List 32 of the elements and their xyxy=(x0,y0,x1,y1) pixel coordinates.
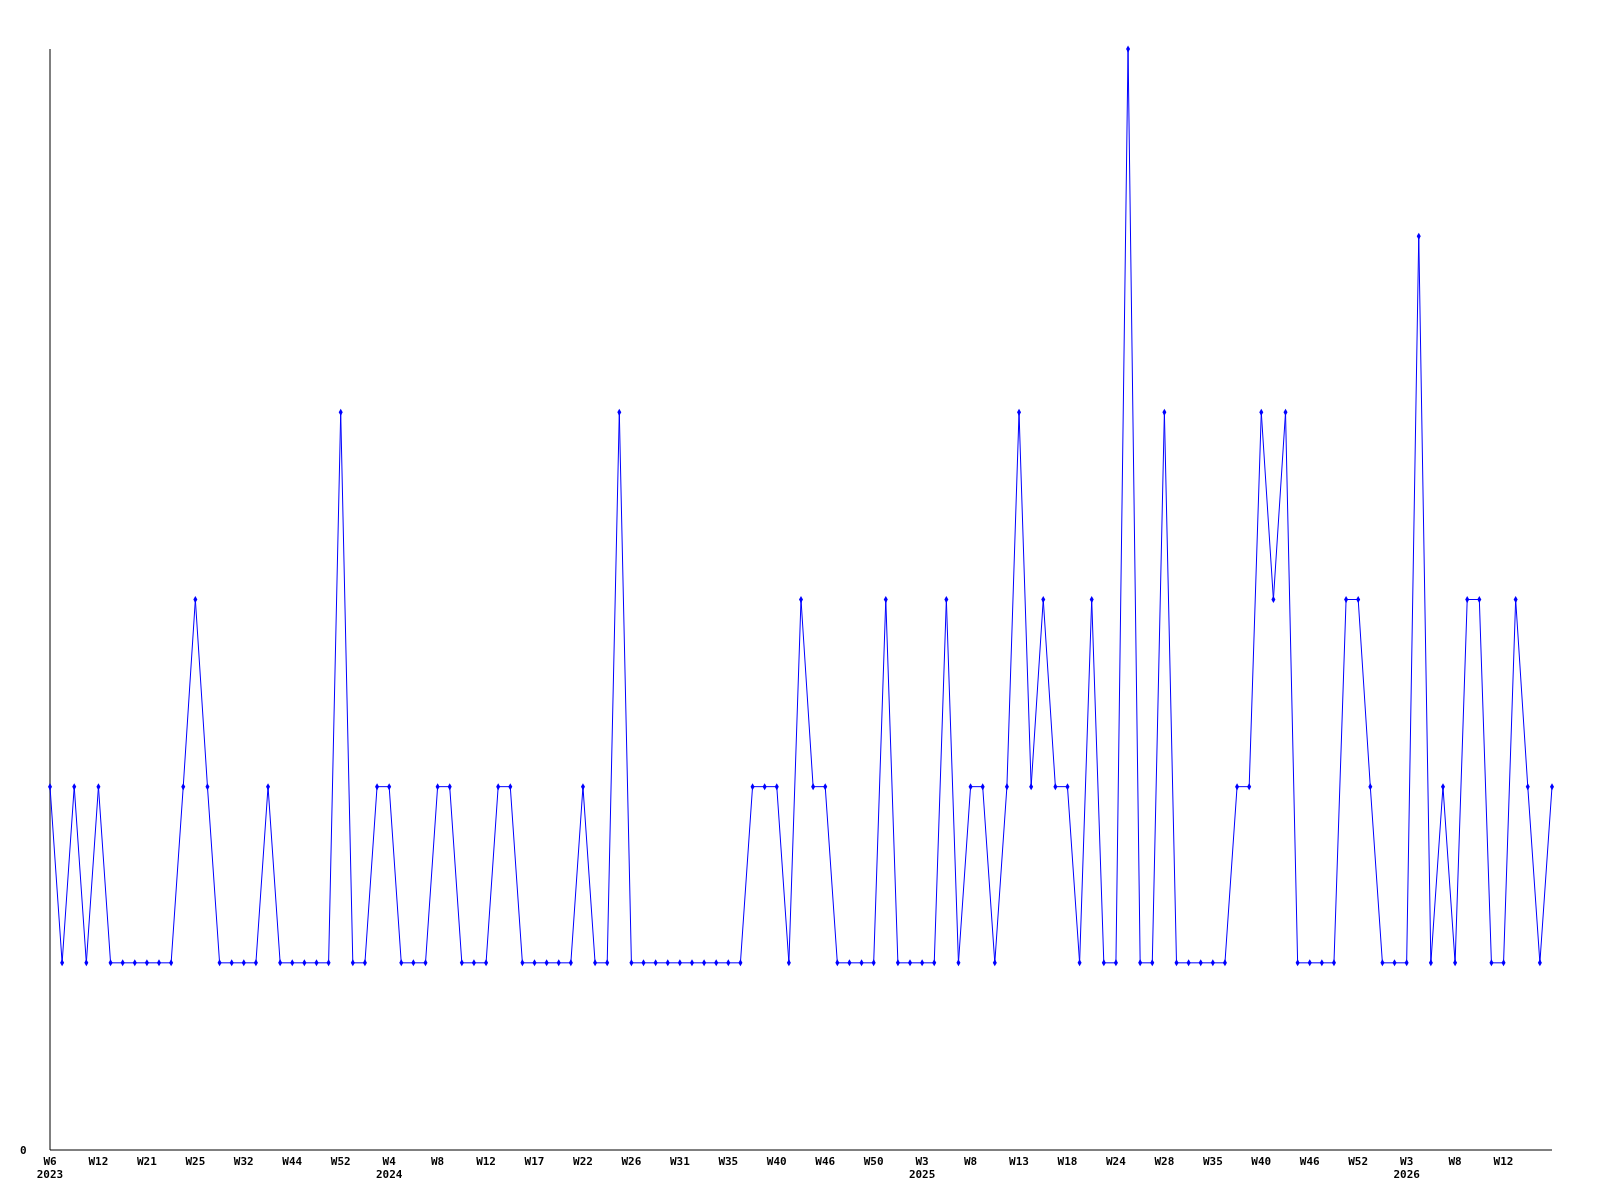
x-tick-label: W13 xyxy=(1009,1155,1029,1168)
x-tick-label: W52 xyxy=(330,1155,351,1168)
x-tick-label: W44 xyxy=(282,1155,303,1168)
x-tick-label: W28 xyxy=(1154,1155,1175,1168)
x-tick-label: W25 xyxy=(185,1155,206,1168)
x-tick-label: W8 xyxy=(963,1155,978,1168)
text: 0 xyxy=(20,1144,27,1157)
x-tick-label: W35 xyxy=(718,1155,739,1168)
x-tick-label: W46 xyxy=(1299,1155,1321,1168)
x-tick-label: W3 2025 xyxy=(908,1155,936,1181)
x-tick-label: W40 xyxy=(1251,1155,1272,1168)
x-tick-label: W17 xyxy=(524,1155,545,1168)
x-tick-label: W26 xyxy=(621,1155,642,1168)
x-tick-label: W50 xyxy=(863,1155,884,1168)
x-tick-label: W52 xyxy=(1348,1155,1369,1168)
x-tick-label: W8 xyxy=(1448,1155,1462,1168)
x-tick-label: W21 xyxy=(136,1155,158,1168)
x-tick-label: W12 xyxy=(88,1155,109,1168)
x-tick-label: W35 xyxy=(1202,1155,1223,1168)
x-tick-label: W32 xyxy=(233,1155,254,1168)
x-tick-label: W12 xyxy=(1493,1155,1514,1168)
x-tick-label: W22 xyxy=(573,1155,593,1168)
x-tick-label: W4 2024 xyxy=(375,1155,403,1181)
x-tick-label: W6 2023 xyxy=(36,1155,64,1181)
x-tick-label: W8 xyxy=(430,1155,445,1168)
x-tick-label: W40 xyxy=(766,1155,787,1168)
x-tick-label: W46 xyxy=(815,1155,836,1168)
x-tick-label: W31 xyxy=(669,1155,691,1168)
x-tick-label: W24 xyxy=(1106,1155,1127,1168)
x-tick-label: W12 xyxy=(476,1155,496,1168)
x-tick-label: W18 xyxy=(1057,1155,1078,1168)
x-tick-label: W3 2026 xyxy=(1393,1155,1421,1181)
